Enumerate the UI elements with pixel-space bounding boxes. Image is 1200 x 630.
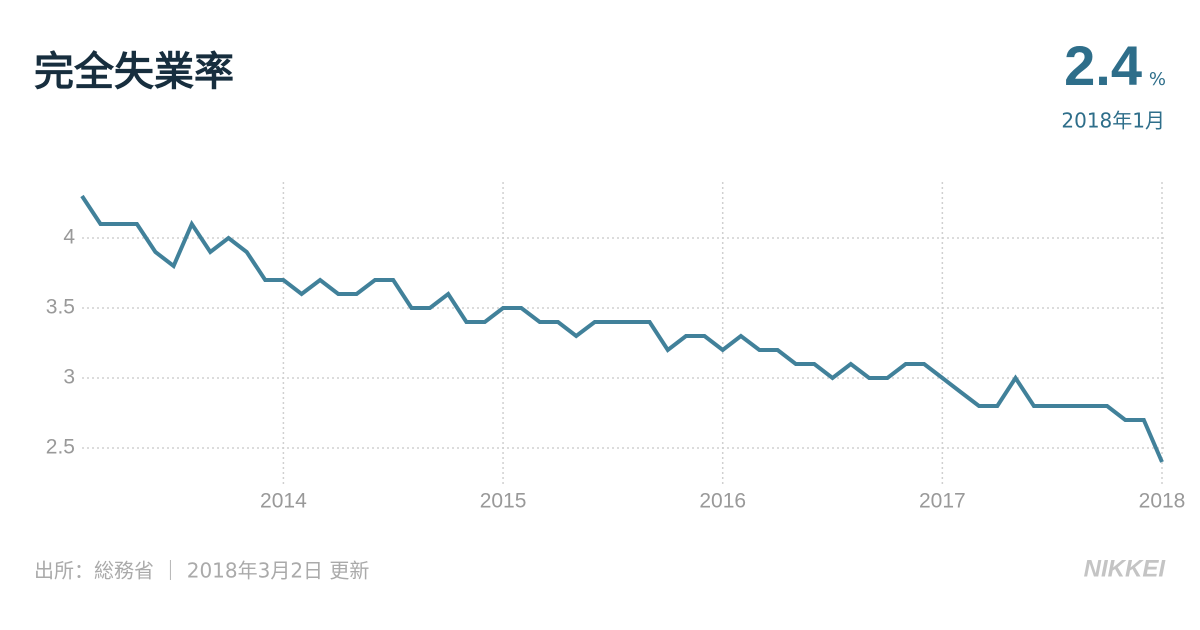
source-note: 出所：総務省 ｜ 2018年3月2日 更新 [34, 559, 369, 583]
y-tick-label: 2.5 [46, 436, 75, 459]
latest-unit: % [1149, 69, 1166, 90]
x-tick-label: 2014 [260, 490, 307, 513]
chart-title: 完全失業率 [34, 49, 234, 95]
logo: NIKKEI [1084, 555, 1167, 582]
latest-value: 2.4 [1064, 34, 1142, 97]
plot-area: 2.5 3 3.5 4 2014 2015 2016 2017 2018 [46, 182, 1186, 513]
x-tick-label: 2017 [919, 490, 966, 513]
latest-date: 2018年1月 [1061, 109, 1165, 133]
y-tick-label: 3 [63, 366, 75, 389]
y-tick-label: 4 [63, 226, 75, 249]
data-line [80, 194, 1164, 463]
x-tick-label: 2016 [699, 490, 746, 513]
y-tick-label: 3.5 [46, 296, 75, 319]
x-tick-label: 2015 [480, 490, 527, 513]
x-tick-label: 2018 [1139, 490, 1186, 513]
